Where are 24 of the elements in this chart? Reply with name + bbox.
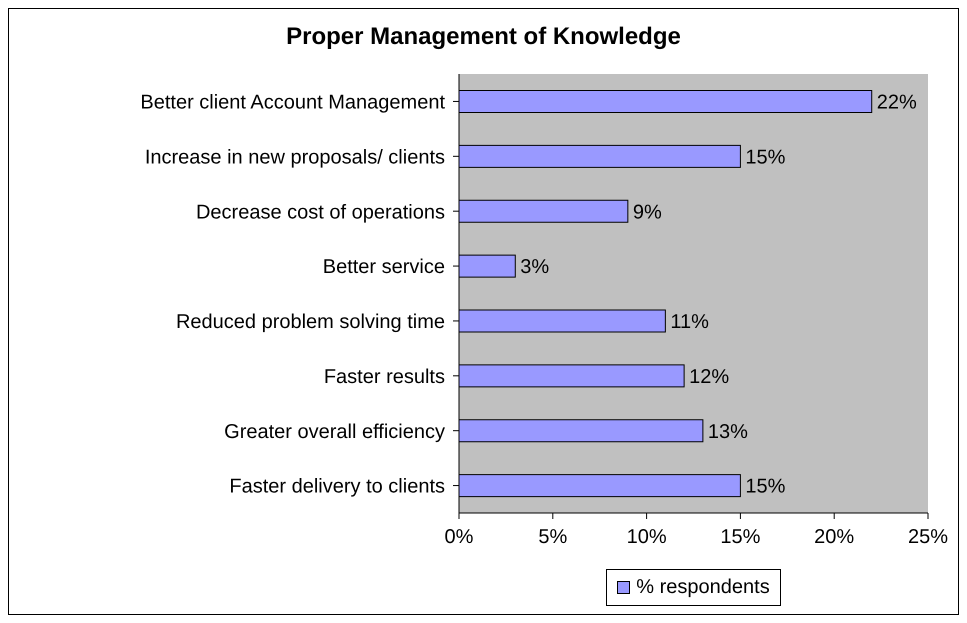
y-tick-label: Greater overall efficiency xyxy=(224,420,445,443)
y-tick-label: Faster delivery to clients xyxy=(229,476,445,498)
x-tick-label: 0% xyxy=(444,526,474,548)
x-tick-label: 5% xyxy=(538,526,568,548)
x-tick-label: 25% xyxy=(908,526,948,548)
y-tick-label: Decrease cost of operations xyxy=(196,201,445,224)
data-label: 22% xyxy=(876,92,917,114)
y-tick-label: Increase in new proposals/ clients xyxy=(144,146,445,168)
x-tick-label: 15% xyxy=(720,526,761,548)
legend-label: % respondents xyxy=(635,576,770,599)
data-label: 12% xyxy=(689,366,730,388)
y-tick-label: Better service xyxy=(322,256,445,278)
data-label: 15% xyxy=(745,476,786,498)
data-label: 3% xyxy=(520,256,550,278)
x-tick-label: 20% xyxy=(814,526,854,548)
y-tick-label: Faster results xyxy=(324,366,445,388)
data-label: 13% xyxy=(708,420,748,443)
y-tick-label: Reduced problem solving time xyxy=(176,311,445,334)
chart-title: Proper Management of Knowledge xyxy=(285,23,682,51)
x-tick-label: 10% xyxy=(626,526,667,548)
data-label: 11% xyxy=(670,311,710,334)
y-tick-label: Better client Account Management xyxy=(140,92,446,114)
data-label: 9% xyxy=(632,201,662,224)
data-label: 15% xyxy=(745,146,786,168)
